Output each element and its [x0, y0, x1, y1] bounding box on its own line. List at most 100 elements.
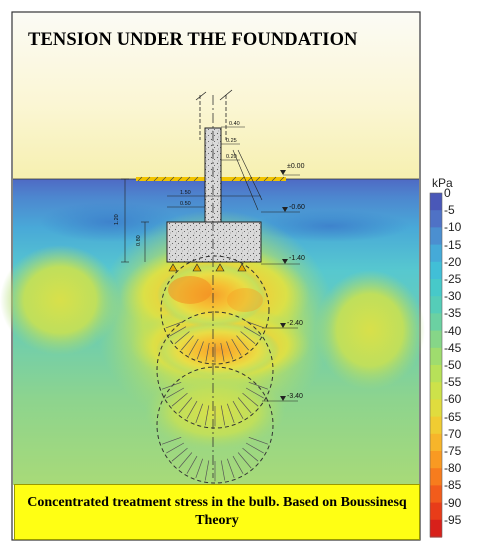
scale-swatch	[430, 279, 442, 297]
legend-tick-label: -60	[444, 392, 462, 407]
scale-swatch	[430, 244, 442, 263]
scale-swatch	[430, 502, 442, 521]
legend-tick-label: -30	[444, 289, 462, 304]
level-marker-4: -3.40	[262, 393, 303, 402]
dim-0-20: 0.20	[226, 154, 237, 160]
bulb-1	[160, 255, 270, 365]
bulb-arrow	[237, 452, 252, 469]
bulb-arrow	[226, 341, 234, 360]
scale-swatch	[430, 261, 442, 280]
stress-field	[0, 179, 425, 485]
bulb-arrow	[245, 442, 264, 454]
bulb-arrow	[195, 403, 204, 424]
bulb-arrow	[236, 335, 249, 351]
bulb-arrow	[178, 452, 193, 469]
bulb-2	[156, 311, 274, 429]
bulb-arrow	[248, 381, 269, 390]
legend-tick-label: -20	[444, 254, 462, 269]
legend-tick-label: -80	[444, 461, 462, 476]
bulb-arrow	[242, 392, 259, 407]
scale-swatch	[430, 210, 442, 228]
bulb-arrow	[220, 460, 226, 481]
bulb-arrow	[178, 397, 193, 414]
foundation-footing	[166, 221, 262, 263]
dim-0-80: 0.80	[136, 235, 142, 246]
bulb-arrow	[196, 341, 204, 360]
dim-1-20: 1.20	[114, 214, 120, 225]
dim-0-50: 0.50	[180, 201, 191, 207]
bulb-3	[156, 366, 274, 484]
bulb-arrow	[161, 381, 182, 390]
scale-swatch	[430, 519, 442, 538]
bulb-arrow	[171, 447, 188, 462]
level-marker-2: -1.40	[261, 255, 305, 265]
bulb-arrow	[246, 321, 265, 329]
legend-tick-label: -45	[444, 340, 462, 355]
scale-swatch	[430, 382, 442, 400]
bulb-arrow	[242, 447, 259, 462]
legend-tick-label: -70	[444, 426, 462, 441]
scale-swatch	[430, 193, 442, 211]
scale-swatch	[430, 433, 442, 452]
bulb-arrow	[220, 405, 226, 426]
legend-tick-label: -50	[444, 358, 462, 372]
scale-swatch	[430, 330, 442, 349]
bulb-arrow	[171, 392, 188, 407]
scale-swatch	[430, 416, 442, 435]
diagram-title: TENSION UNDER THE FOUNDATION	[28, 30, 358, 50]
load-arrows	[168, 263, 247, 272]
bulb-arrow	[245, 387, 264, 399]
bulb-arrow	[169, 326, 187, 337]
pressure-bulbs	[156, 255, 274, 484]
legend-tick-label: -95	[444, 512, 462, 527]
scale-swatch	[430, 399, 442, 418]
bulb-arrow	[165, 321, 184, 329]
bulb-arrow	[188, 338, 199, 356]
legend-tick-label: -35	[444, 306, 462, 321]
scale-swatch	[430, 296, 442, 314]
legend-tick-label: -55	[444, 375, 462, 390]
bulb-arrow	[166, 442, 185, 454]
svg-text:-1.40: -1.40	[289, 255, 305, 262]
legend-tick-label: -5	[444, 203, 455, 218]
legend-tick-label: 0	[444, 186, 451, 200]
colour-scale	[429, 192, 443, 538]
scale-swatch	[430, 365, 442, 383]
bulb-arrow	[226, 458, 235, 479]
svg-text:-3.40: -3.40	[287, 393, 303, 400]
caption-box: Concentrated treatment stress in the bul…	[14, 484, 420, 540]
bulb-arrow	[186, 455, 198, 474]
legend-tick-label: -75	[444, 444, 462, 458]
legend-tick-label: -10	[444, 220, 462, 235]
scale-swatch	[430, 451, 442, 469]
dimension-lines	[121, 126, 263, 263]
scale-swatch	[430, 468, 442, 486]
scale-frame	[429, 192, 443, 538]
bulb-arrow	[174, 331, 190, 344]
scale-swatch	[430, 485, 442, 504]
scale-swatch	[430, 227, 442, 246]
bulb-arrow	[237, 397, 252, 414]
bulb-arrow	[248, 436, 269, 445]
legend-unit: kPa	[432, 176, 453, 190]
scale-swatch	[430, 347, 442, 366]
bulb-arrow	[204, 405, 210, 426]
svg-text:-2.40: -2.40	[287, 320, 303, 327]
bulb-arrow	[186, 400, 198, 419]
dim-0-40: 0.40	[229, 121, 240, 127]
svg-text:±0.00: ±0.00	[287, 163, 305, 170]
bulb-arrow	[181, 335, 194, 351]
bulb-arrow	[195, 458, 204, 479]
scale-swatch	[430, 313, 442, 332]
level-marker-3: -2.40	[262, 320, 303, 329]
bulb-arrow	[204, 460, 210, 481]
bulb-arrow	[231, 338, 242, 356]
bulb-arrow	[205, 342, 210, 362]
legend-tick-label: -65	[444, 409, 462, 424]
dim-0-25: 0.25	[226, 138, 237, 144]
legend-tick-label: -40	[444, 323, 462, 338]
bulb-arrow	[232, 400, 244, 419]
bulb-arrow	[220, 342, 225, 362]
level-marker-1: -0.60	[261, 204, 305, 213]
